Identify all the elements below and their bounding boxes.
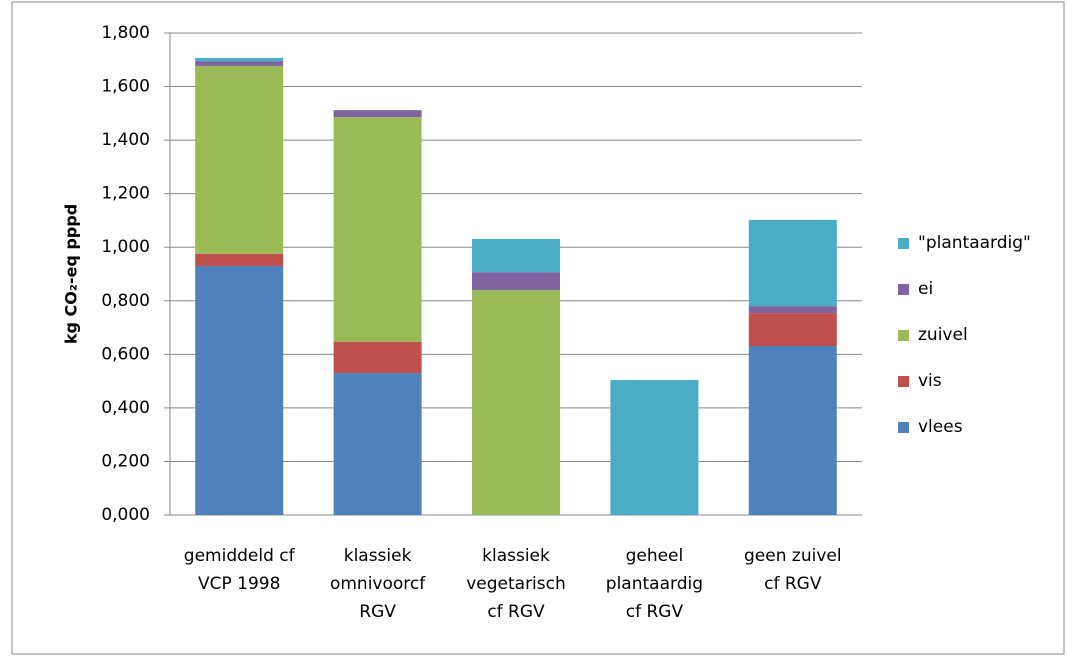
bar-segment [610, 380, 699, 515]
bar-segment [195, 253, 284, 266]
bar-segment [195, 57, 284, 62]
bar-segment [748, 346, 837, 515]
bar-segment [333, 342, 422, 374]
legend-label: "plantaardig" [918, 233, 1031, 253]
y-tick-label: 0,400 [101, 398, 150, 418]
y-tick-label: 1,800 [101, 23, 150, 43]
legend-label: ei [918, 279, 933, 299]
bar-segment [748, 313, 837, 347]
x-tick-label: plantaardig [606, 574, 703, 594]
y-tick-label: 0,000 [101, 505, 150, 525]
bar-segment [333, 117, 422, 343]
bar-segment [333, 373, 422, 515]
legend-swatch [898, 422, 909, 433]
y-tick-label: 0,600 [101, 344, 150, 364]
y-tick-label: 1,000 [101, 237, 150, 257]
x-tick-label: VCP 1998 [198, 574, 280, 594]
x-tick-label: klassiek [482, 546, 550, 566]
legend-swatch [898, 284, 909, 295]
bar-segment [195, 61, 284, 66]
legend-label: zuivel [918, 325, 968, 345]
x-tick-label: klassiek [344, 546, 412, 566]
y-axis-label: kg CO₂-eq pppd [62, 204, 81, 344]
x-tick-label: gemiddeld cf [184, 546, 296, 566]
bar-segment [472, 272, 560, 291]
bar-segment [748, 219, 837, 307]
bar-segment [472, 238, 560, 273]
x-tick-label: cf RGV [487, 602, 545, 622]
bar-segment [748, 306, 837, 314]
x-tick-label: geen zuivel [744, 546, 842, 566]
x-tick-label: vegetarisch [466, 574, 566, 594]
bar-segment [472, 290, 560, 515]
y-tick-label: 0,200 [101, 451, 150, 471]
y-tick-label: 1,400 [101, 130, 150, 150]
x-tick-label: omnivoorcf [330, 574, 426, 594]
legend-swatch [898, 238, 909, 249]
legend-swatch [898, 330, 909, 341]
x-tick-label: cf RGV [764, 574, 822, 594]
legend-swatch [898, 376, 909, 387]
x-tick-label: cf RGV [626, 602, 684, 622]
legend-label: vis [918, 371, 942, 391]
legend-label: vlees [918, 417, 963, 437]
bar-segment [333, 110, 422, 118]
x-tick-label: geheel [626, 546, 684, 566]
y-tick-label: 1,600 [101, 77, 150, 97]
x-tick-label: RGV [359, 602, 396, 622]
y-tick-label: 1,200 [101, 184, 150, 204]
bar-segment [195, 265, 284, 515]
bar-segment [195, 65, 284, 254]
y-tick-label: 0,800 [101, 291, 150, 311]
